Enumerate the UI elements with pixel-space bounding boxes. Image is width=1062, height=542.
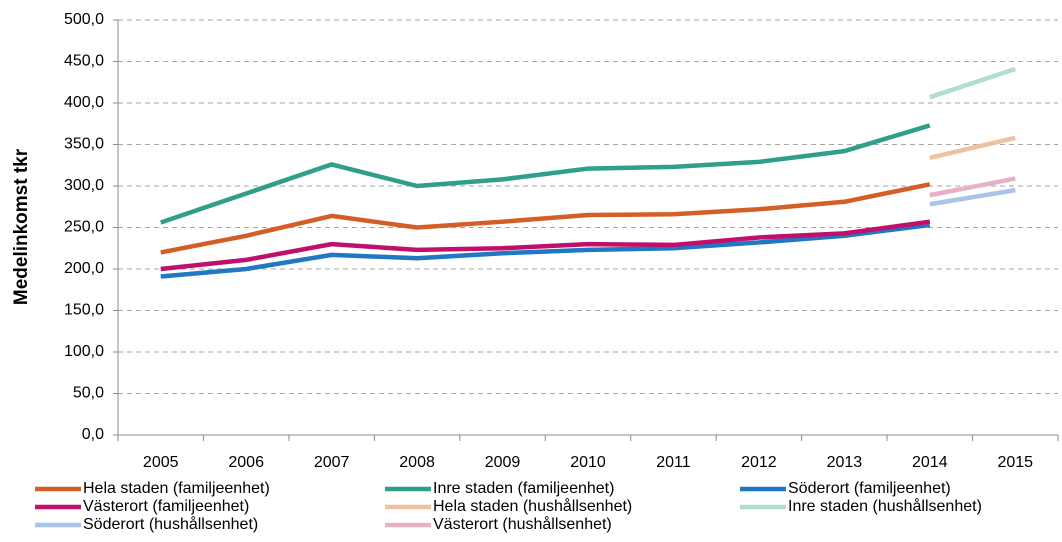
y-tick-label: 250,0 (64, 219, 104, 236)
x-tick-label: 2008 (399, 454, 435, 471)
series-line (160, 182, 931, 255)
x-tick-label: 2013 (827, 454, 863, 471)
y-tick-label: 500,0 (64, 11, 104, 28)
y-tick-label: 100,0 (64, 343, 104, 360)
legend-label: Inre staden (familjeenhet) (433, 480, 614, 497)
series-line (160, 123, 931, 225)
y-tick-label: 400,0 (64, 94, 104, 111)
y-tick-label: 300,0 (64, 177, 104, 194)
x-tick-label: 2006 (228, 454, 264, 471)
legend-label: Söderort (hushållsenhet) (83, 515, 258, 533)
y-tick-label: 350,0 (64, 136, 104, 153)
x-tick-label: 2005 (143, 454, 179, 471)
series-line (929, 176, 1016, 198)
x-tick-label: 2010 (570, 454, 606, 471)
y-axis-label: Medelinkomst tkr (11, 148, 32, 305)
legend-label: Västerort (hushållsenhet) (433, 515, 612, 533)
series-line (929, 66, 1016, 100)
legend-label: Västerort (familjeenhet) (83, 498, 249, 515)
y-tick-label: 50,0 (73, 385, 104, 402)
x-tick-label: 2012 (741, 454, 777, 471)
series-line (929, 135, 1016, 160)
y-tick-label: 150,0 (64, 302, 104, 319)
y-tick-label: 200,0 (64, 260, 104, 277)
x-tick-label: 2014 (912, 454, 948, 471)
x-tick-label: 2015 (997, 454, 1033, 471)
x-tick-label: 2011 (656, 454, 691, 471)
series-line (160, 219, 931, 272)
series-line (160, 222, 931, 279)
y-tick-label: 450,0 (64, 53, 104, 70)
legend-label: Söderort (familjeenhet) (788, 480, 951, 497)
y-tick-label: 0,0 (82, 426, 104, 443)
x-tick-label: 2009 (485, 454, 521, 471)
legend-label: Hela staden (hushållsenhet) (433, 497, 632, 515)
series-line (929, 187, 1016, 207)
legend-label: Inre staden (hushållsenhet) (788, 497, 982, 515)
legend-label: Hela staden (familjeenhet) (83, 480, 270, 497)
x-tick-label: 2007 (314, 454, 350, 471)
